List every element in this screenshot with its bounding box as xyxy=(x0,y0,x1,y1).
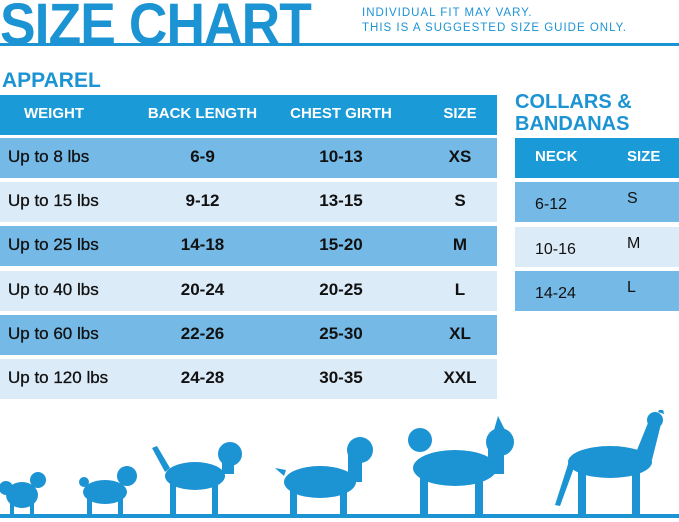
table-cell: L xyxy=(627,279,636,296)
table-row: 6-12 S xyxy=(515,182,679,222)
table-row: Up to 8 lbs 6-9 10-13 XS xyxy=(0,138,497,178)
collars-heading: COLLARS & BANDANAS xyxy=(515,91,665,135)
table-row: Up to 40 lbs 20-24 20-25 L xyxy=(0,271,497,311)
note-line-2: THIS IS A SUGGESTED SIZE GUIDE ONLY. xyxy=(362,22,627,34)
table-cell: S xyxy=(454,191,466,210)
table-cell: XL xyxy=(449,324,471,343)
apparel-header-row: WEIGHT BACK LENGTH CHEST GIRTH SIZE xyxy=(0,95,497,135)
table-cell: 20-25 xyxy=(319,280,363,299)
table-cell: Up to 60 lbs xyxy=(8,324,99,343)
column-header: NECK xyxy=(535,148,578,165)
ground-line xyxy=(0,514,679,518)
table-cell: 14-18 xyxy=(180,235,225,254)
table-cell: XXL xyxy=(443,368,477,387)
table-cell: 30-35 xyxy=(319,368,363,387)
table-cell: XS xyxy=(448,147,472,166)
table-cell: Up to 40 lbs xyxy=(8,280,99,299)
table-cell: 10-16 xyxy=(535,241,576,258)
fit-note: INDIVIDUAL FIT MAY VARY. THIS IS A SUGGE… xyxy=(362,6,672,36)
table-cell: 24-28 xyxy=(180,368,225,387)
table-cell: 6-12 xyxy=(535,196,568,213)
note-line-1: INDIVIDUAL FIT MAY VARY. xyxy=(362,7,533,19)
table-row: Up to 60 lbs 22-26 25-30 XL xyxy=(0,315,497,355)
collars-heading-line-2: BANDANAS xyxy=(515,113,630,135)
dog-silhouettes-icon xyxy=(0,410,664,515)
table-cell: 6-9 xyxy=(190,147,215,166)
table-row: Up to 25 lbs 14-18 15-20 M xyxy=(0,226,497,266)
table-cell: 9-12 xyxy=(185,191,220,210)
table-cell: 10-13 xyxy=(319,147,363,166)
table-cell: S xyxy=(627,190,638,207)
table-cell: 20-24 xyxy=(180,280,225,299)
table-cell: 15-20 xyxy=(319,235,363,254)
table-cell: Up to 25 lbs xyxy=(8,235,99,254)
page-title: SIZE CHART xyxy=(0,0,312,57)
column-header: CHEST GIRTH xyxy=(290,105,392,122)
table-cell: 22-26 xyxy=(180,324,225,343)
column-header: WEIGHT xyxy=(24,105,84,122)
table-cell: L xyxy=(454,280,466,299)
table-cell: Up to 15 lbs xyxy=(8,191,99,210)
table-cell: M xyxy=(627,235,641,252)
table-cell: M xyxy=(452,235,468,254)
apparel-heading: APPAREL xyxy=(2,69,101,92)
table-cell: 13-15 xyxy=(319,191,363,210)
column-header: SIZE xyxy=(627,148,661,165)
table-row: 14-24 L xyxy=(515,271,679,311)
title-divider xyxy=(0,43,679,46)
table-row: 10-16 M xyxy=(515,227,679,267)
table-cell: 14-24 xyxy=(535,285,576,302)
table-row: Up to 15 lbs 9-12 13-15 S xyxy=(0,182,497,222)
column-header: BACK LENGTH xyxy=(147,105,258,122)
table-row: Up to 120 lbs 24-28 30-35 XXL xyxy=(0,359,497,399)
collars-heading-line-1: COLLARS & xyxy=(515,91,632,113)
column-header: SIZE xyxy=(443,105,477,122)
table-cell: Up to 8 lbs xyxy=(8,147,90,166)
table-cell: Up to 120 lbs xyxy=(8,368,109,387)
table-cell: 25-30 xyxy=(319,324,363,343)
collars-header-row: NECK SIZE xyxy=(515,138,679,178)
